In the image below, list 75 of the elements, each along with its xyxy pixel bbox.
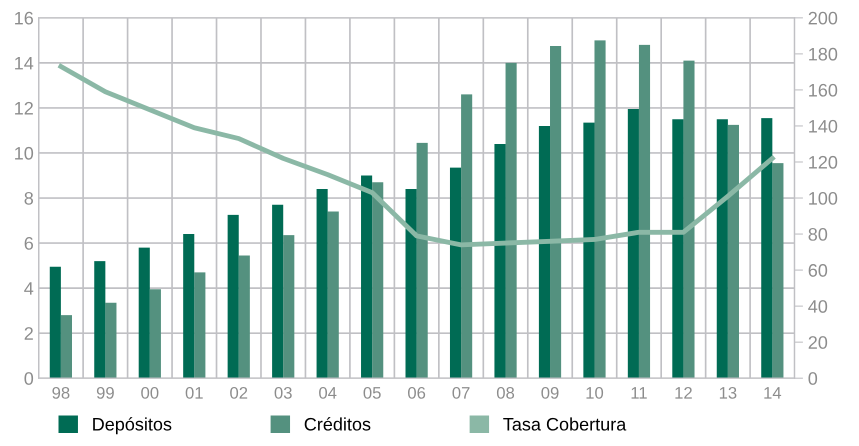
y2-tick-label: 120 — [809, 156, 838, 169]
bar — [461, 94, 472, 378]
y-tick-label: 10 — [15, 146, 34, 160]
line-series — [58, 64, 775, 248]
bar — [272, 204, 284, 378]
x-tick-label: 14 — [764, 387, 782, 399]
x-tick-label: 13 — [720, 386, 736, 399]
bar — [450, 168, 462, 378]
x-tick-label: 06 — [408, 386, 426, 399]
x-tick-label: 12 — [675, 386, 692, 399]
y2-tick-label: 60 — [808, 264, 828, 277]
x-tick-label: 04 — [319, 386, 336, 399]
bar — [94, 261, 106, 378]
bar — [50, 266, 61, 378]
bar — [194, 272, 206, 378]
bar — [550, 46, 562, 378]
legend-label: Tasa Cobertura — [503, 417, 626, 431]
legend-label: Depósitos — [93, 417, 172, 434]
y2-tick-label: 100 — [809, 192, 838, 205]
bar — [60, 315, 72, 378]
y-tick-label: 14 — [15, 57, 34, 70]
bar — [761, 118, 772, 378]
y2-tick-label: 20 — [808, 336, 828, 349]
y-tick-label: 6 — [24, 237, 33, 250]
bar — [361, 176, 372, 378]
bar — [183, 234, 194, 378]
y-tick-label: 2 — [24, 327, 33, 340]
y-tick-label: 0 — [24, 372, 34, 385]
x-tick-label: 05 — [364, 386, 381, 399]
x-tick-label: 11 — [632, 387, 647, 399]
y-tick-label: 16 — [15, 12, 33, 25]
bar — [594, 40, 606, 378]
x-tick-label: 01 — [186, 386, 203, 399]
bar — [772, 163, 784, 378]
bar — [583, 122, 594, 378]
legend-label: Créditos — [304, 417, 370, 431]
x-tick-label: 98 — [52, 386, 70, 399]
y2-tick-label: 40 — [808, 300, 828, 313]
bar — [416, 142, 428, 378]
x-tick-label: 02 — [230, 386, 248, 399]
y2-tick-label: 200 — [808, 12, 838, 25]
y2-tick-label: 160 — [809, 84, 838, 97]
x-tick-label: 08 — [496, 386, 514, 399]
bar — [283, 235, 294, 378]
bar — [372, 182, 384, 378]
x-tick-label: 03 — [274, 386, 292, 399]
bar — [628, 109, 639, 378]
y2-tick-label: 0 — [808, 372, 818, 385]
y2-tick-label: 80 — [808, 228, 828, 241]
bar — [150, 289, 161, 378]
bar — [328, 212, 339, 378]
bar — [494, 144, 506, 378]
bar — [406, 189, 417, 378]
bar — [638, 44, 650, 378]
x-tick-label: 00 — [141, 386, 158, 399]
bar — [238, 255, 250, 378]
bar — [105, 302, 116, 378]
x-tick-label: 10 — [586, 386, 604, 399]
bar — [672, 119, 684, 378]
bar — [506, 62, 517, 378]
x-tick-label: 09 — [541, 386, 558, 399]
bar — [683, 60, 695, 378]
bar — [138, 248, 150, 378]
y-tick-label: 4 — [24, 282, 34, 295]
y-tick-label: 12 — [15, 102, 33, 114]
x-tick-label: 99 — [96, 386, 114, 399]
bar — [228, 214, 239, 378]
bar — [716, 119, 728, 378]
y2-tick-label: 140 — [809, 120, 838, 133]
bar — [316, 189, 328, 378]
bar — [728, 124, 739, 378]
bar — [538, 126, 550, 378]
x-tick-label: 07 — [452, 386, 470, 399]
y-tick-label: 8 — [24, 192, 34, 205]
y2-tick-label: 180 — [809, 48, 838, 61]
